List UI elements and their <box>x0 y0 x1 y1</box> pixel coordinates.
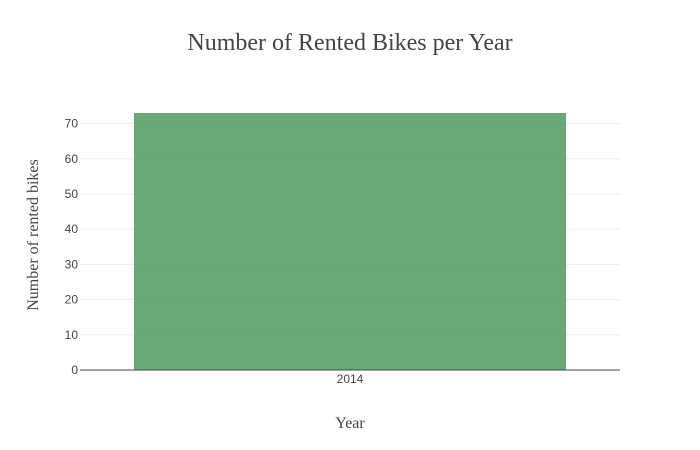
y-tick-labels: 0 10 20 30 40 50 60 70 <box>65 117 79 377</box>
y-tick-label: 60 <box>65 152 79 166</box>
bars <box>134 113 566 370</box>
x-axis-title: Year <box>335 415 365 432</box>
y-tick-label: 40 <box>65 222 79 236</box>
y-tick-label: 30 <box>65 257 79 271</box>
y-tick-label: 20 <box>65 293 79 307</box>
y-tick-label: 50 <box>65 187 79 201</box>
bar <box>134 113 566 370</box>
y-tick-label: 0 <box>71 363 78 377</box>
chart-title: Number of Rented Bikes per Year <box>187 30 512 56</box>
y-tick-label: 10 <box>65 328 79 342</box>
x-tick-labels: 2014 <box>337 372 364 386</box>
y-axis-title: Number of rented bikes <box>25 159 42 311</box>
y-tick-label: 70 <box>65 117 79 131</box>
x-tick-label: 2014 <box>337 372 364 386</box>
